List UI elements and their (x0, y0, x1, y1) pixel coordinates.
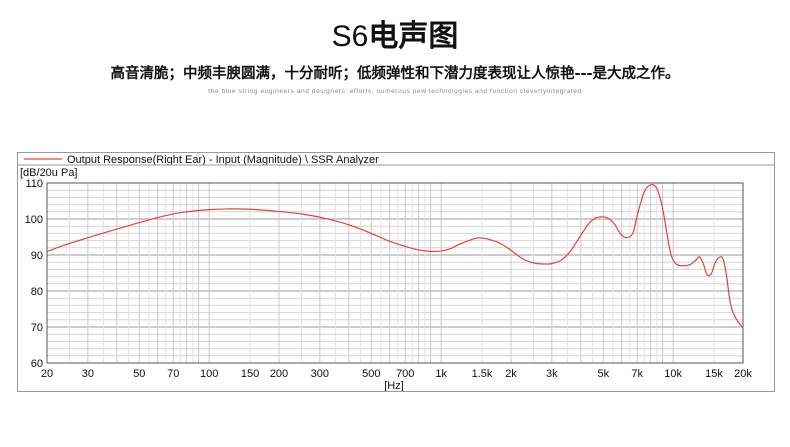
x-tick-label: 15k (705, 368, 723, 380)
y-tick-label: 90 (31, 250, 43, 262)
page-title: S6电声图 (0, 18, 790, 56)
x-tick-label: 10k (664, 368, 682, 380)
chart-svg: 60 70 80 90 100 110 20 30 50 70 100 150 200 300 500 70… (18, 154, 774, 391)
x-tick-labels: 20 30 50 70 100 150 200 300 500 700 1k 1.5k 2k 3k 5k 7k… (41, 368, 752, 380)
x-axis-label: [Hz] (384, 380, 404, 391)
title-cn: 电声图 (368, 19, 459, 54)
y-tick-label: 70 (31, 322, 43, 334)
y-tick-label: 80 (31, 286, 43, 298)
model-name: S6 (331, 20, 369, 53)
tagline: the blue string engineers and designers'… (208, 88, 582, 95)
x-tick-label: 1k (435, 368, 447, 380)
x-tick-label: 1.5k (472, 368, 493, 380)
subtitle: 高音清脆；中频丰腴圆满，十分耐听；低频弹性和下潜力度表现让人惊艳---是大成之作… (110, 66, 680, 82)
x-tick-label: 7k (631, 368, 643, 380)
series-line-output-response (46, 183, 744, 329)
x-tick-label: 30 (82, 368, 94, 380)
y-axis-label: [dB/20u Pa] (20, 167, 78, 179)
x-tick-label: 150 (241, 368, 259, 380)
x-tick-label: 700 (396, 368, 414, 380)
x-tick-label: 70 (167, 368, 179, 380)
chart-grid (46, 182, 744, 364)
x-tick-label: 100 (200, 368, 218, 380)
x-tick-label: 20 (41, 368, 53, 380)
plot-border (46, 182, 744, 364)
x-tick-label: 200 (270, 368, 288, 380)
y-tick-labels: 60 70 80 90 100 110 (25, 178, 43, 370)
y-tick-label: 110 (25, 178, 43, 190)
x-tick-label: 5k (598, 368, 610, 380)
legend-label: Output Response(Right Ear) - Input (Magn… (67, 154, 379, 166)
x-tick-label: 20k (734, 368, 752, 380)
x-tick-label: 50 (133, 368, 145, 380)
x-tick-label: 2k (505, 368, 517, 380)
frequency-response-chart: 60 70 80 90 100 110 20 30 50 70 100 150 200 300 500 70… (17, 152, 775, 392)
x-tick-label: 3k (546, 368, 558, 380)
y-tick-label: 60 (31, 358, 43, 370)
y-tick-label: 100 (25, 214, 43, 226)
chart-legend: Output Response(Right Ear) - Input (Magn… (24, 154, 379, 166)
x-tick-label: 500 (362, 368, 380, 380)
x-tick-label: 300 (311, 368, 329, 380)
